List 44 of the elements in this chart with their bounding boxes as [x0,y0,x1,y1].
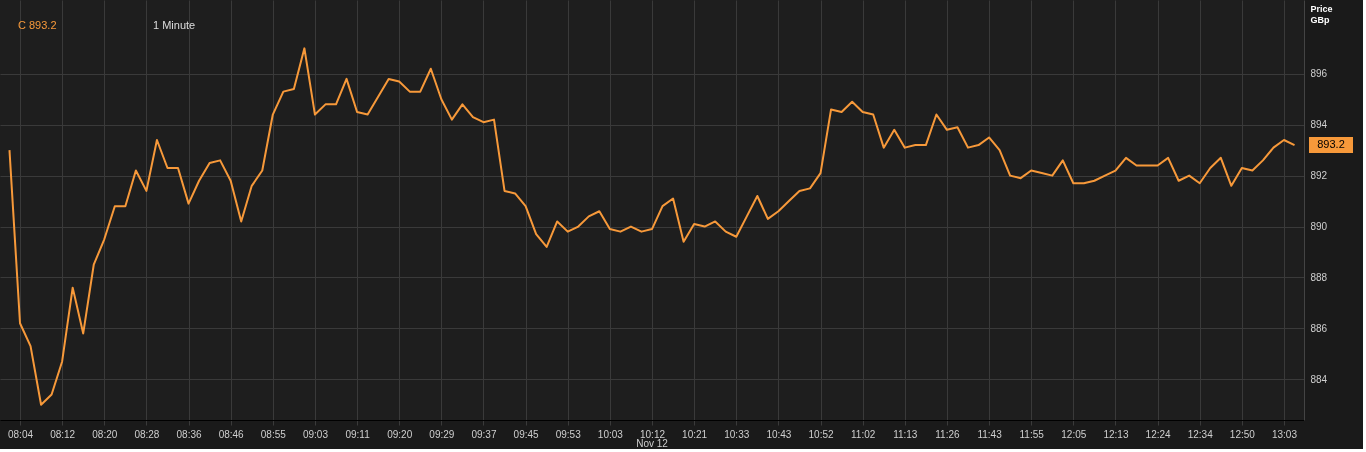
y-tick-label: 896 [1310,68,1328,80]
annotation: 1 Minute [153,19,196,31]
x-tick-label: 08:12 [50,428,76,440]
x-tick-label: 11:02 [851,428,876,440]
x-tick-label: 09:37 [471,428,497,440]
x-tick-label: 11:55 [1019,428,1045,440]
x-tick-label: 10:12 [639,428,666,440]
text: 893.2 [1317,138,1345,151]
annotation: C 893.2 [18,19,57,31]
x-tick-label: 09:53 [555,428,582,440]
x-tick-label: 11:43 [977,428,1003,440]
x-tick-label: 12:05 [1061,428,1087,440]
y-tick-label: 894 [1310,119,1328,131]
y-axis-title: Price GBp [1310,3,1333,25]
x-tick-label: 08:36 [176,428,202,440]
x-tick-label: 09:45 [513,428,540,440]
x-tick-label: 09:11 [345,428,371,440]
x-tick-label: 11:26 [935,428,960,440]
x-tick-label: 12:34 [1187,428,1214,440]
x-tick-label: 08:55 [260,428,287,440]
x-tick-label: 09:29 [429,428,455,440]
y-tick-label: 886 [1310,322,1328,334]
x-tick-label: 09:03 [302,428,329,440]
line-series [8,47,1296,406]
x-tick-label: 12:13 [1103,428,1129,440]
x-tick-label: 10:21 [682,428,708,440]
x-tick-label: 08:20 [92,428,118,440]
x-tick-label: 10:52 [808,428,834,440]
y-tick-label: 884 [1310,373,1328,385]
x-tick-label: 09:20 [387,428,413,440]
text: Nov 12 [636,438,669,449]
x-tick-label: 10:03 [597,428,624,440]
x-tick-label: 08:28 [134,428,160,440]
x-tick-label: 12:50 [1229,428,1256,440]
x-tick-label: 10:43 [766,428,792,440]
x-tick-label: 12:24 [1145,428,1172,440]
x-tick-label: 08:46 [218,428,245,440]
x-tick-label: 08:04 [8,428,34,440]
x-tick-label: 10:33 [724,428,750,440]
y-tick-label: 890 [1310,221,1328,233]
y-tick-label: 892 [1310,170,1328,182]
x-tick-label: 11:13 [893,428,918,440]
y-tick-label: 888 [1310,271,1328,283]
x-tick-label: 13:03 [1271,428,1298,440]
